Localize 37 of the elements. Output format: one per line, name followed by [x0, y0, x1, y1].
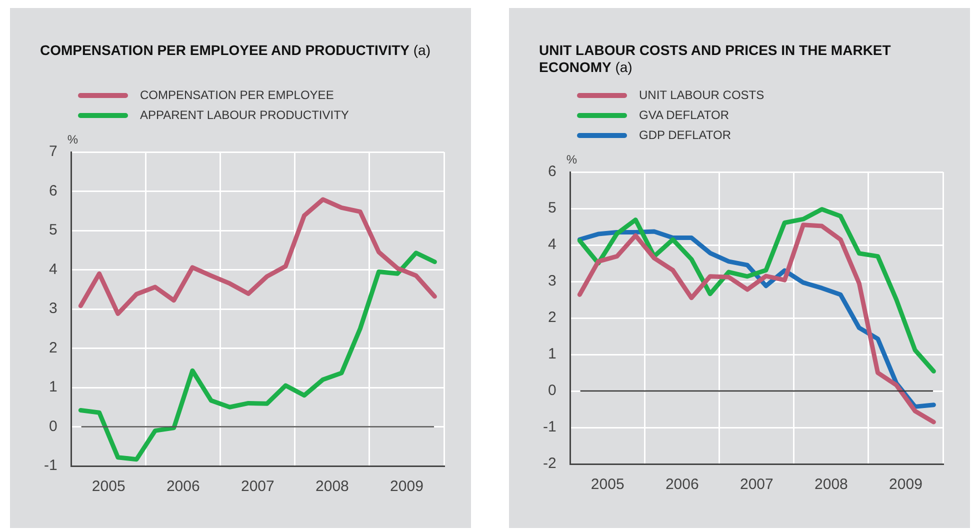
chart-title: UNIT LABOUR COSTS AND PRICES IN THE MARKET ECONOMY (a) — [539, 42, 891, 75]
y-tick-label: 2 — [48, 339, 58, 356]
y-tick-label: 3 — [48, 300, 58, 318]
y-tick-label: 5 — [548, 200, 556, 217]
y-tick-label: 5 — [48, 222, 58, 239]
x-tick-label: 2009 — [889, 476, 922, 494]
x-tick-label: 2006 — [166, 478, 200, 496]
y-tick-label: -2 — [542, 455, 556, 472]
x-tick-label: 2008 — [814, 476, 848, 494]
x-tick-label: 2008 — [316, 478, 349, 496]
y-tick-label: 3 — [548, 272, 556, 290]
y-axis-title: % — [566, 152, 578, 166]
legend-label: COMPENSATION PER EMPLOYEE — [140, 88, 334, 102]
legend-label: GVA DEFLATOR — [639, 108, 730, 122]
legend-label: GDP DEFLATOR — [639, 128, 732, 142]
y-tick-label: 6 — [48, 182, 58, 200]
y-tick-label: -1 — [542, 418, 556, 436]
y-axis-title: % — [67, 132, 78, 146]
x-tick-label: 2005 — [92, 478, 126, 496]
y-tick-label: 2 — [548, 309, 556, 326]
x-tick-label: 2009 — [390, 478, 424, 496]
x-tick-label: 2007 — [740, 476, 774, 494]
x-tick-label: 2006 — [665, 476, 699, 494]
chart-title: COMPENSATION PER EMPLOYEE AND PRODUCTIVITY (a) — [40, 42, 430, 58]
y-tick-label: 1 — [548, 346, 556, 363]
y-tick-label: 4 — [48, 260, 58, 278]
legend-label: APPARENT LABOUR PRODUCTIVITY — [140, 108, 349, 122]
legend-label: UNIT LABOUR COSTS — [639, 88, 764, 102]
y-tick-label: 0 — [48, 418, 58, 435]
y-tick-label: 0 — [548, 382, 556, 400]
y-tick-label: 6 — [548, 163, 556, 180]
y-tick-label: -1 — [44, 457, 58, 474]
x-tick-label: 2005 — [590, 476, 624, 494]
x-tick-label: 2007 — [240, 478, 274, 496]
y-tick-label: 4 — [548, 236, 556, 254]
y-tick-label: 1 — [48, 378, 58, 396]
y-tick-label: 7 — [48, 143, 58, 160]
